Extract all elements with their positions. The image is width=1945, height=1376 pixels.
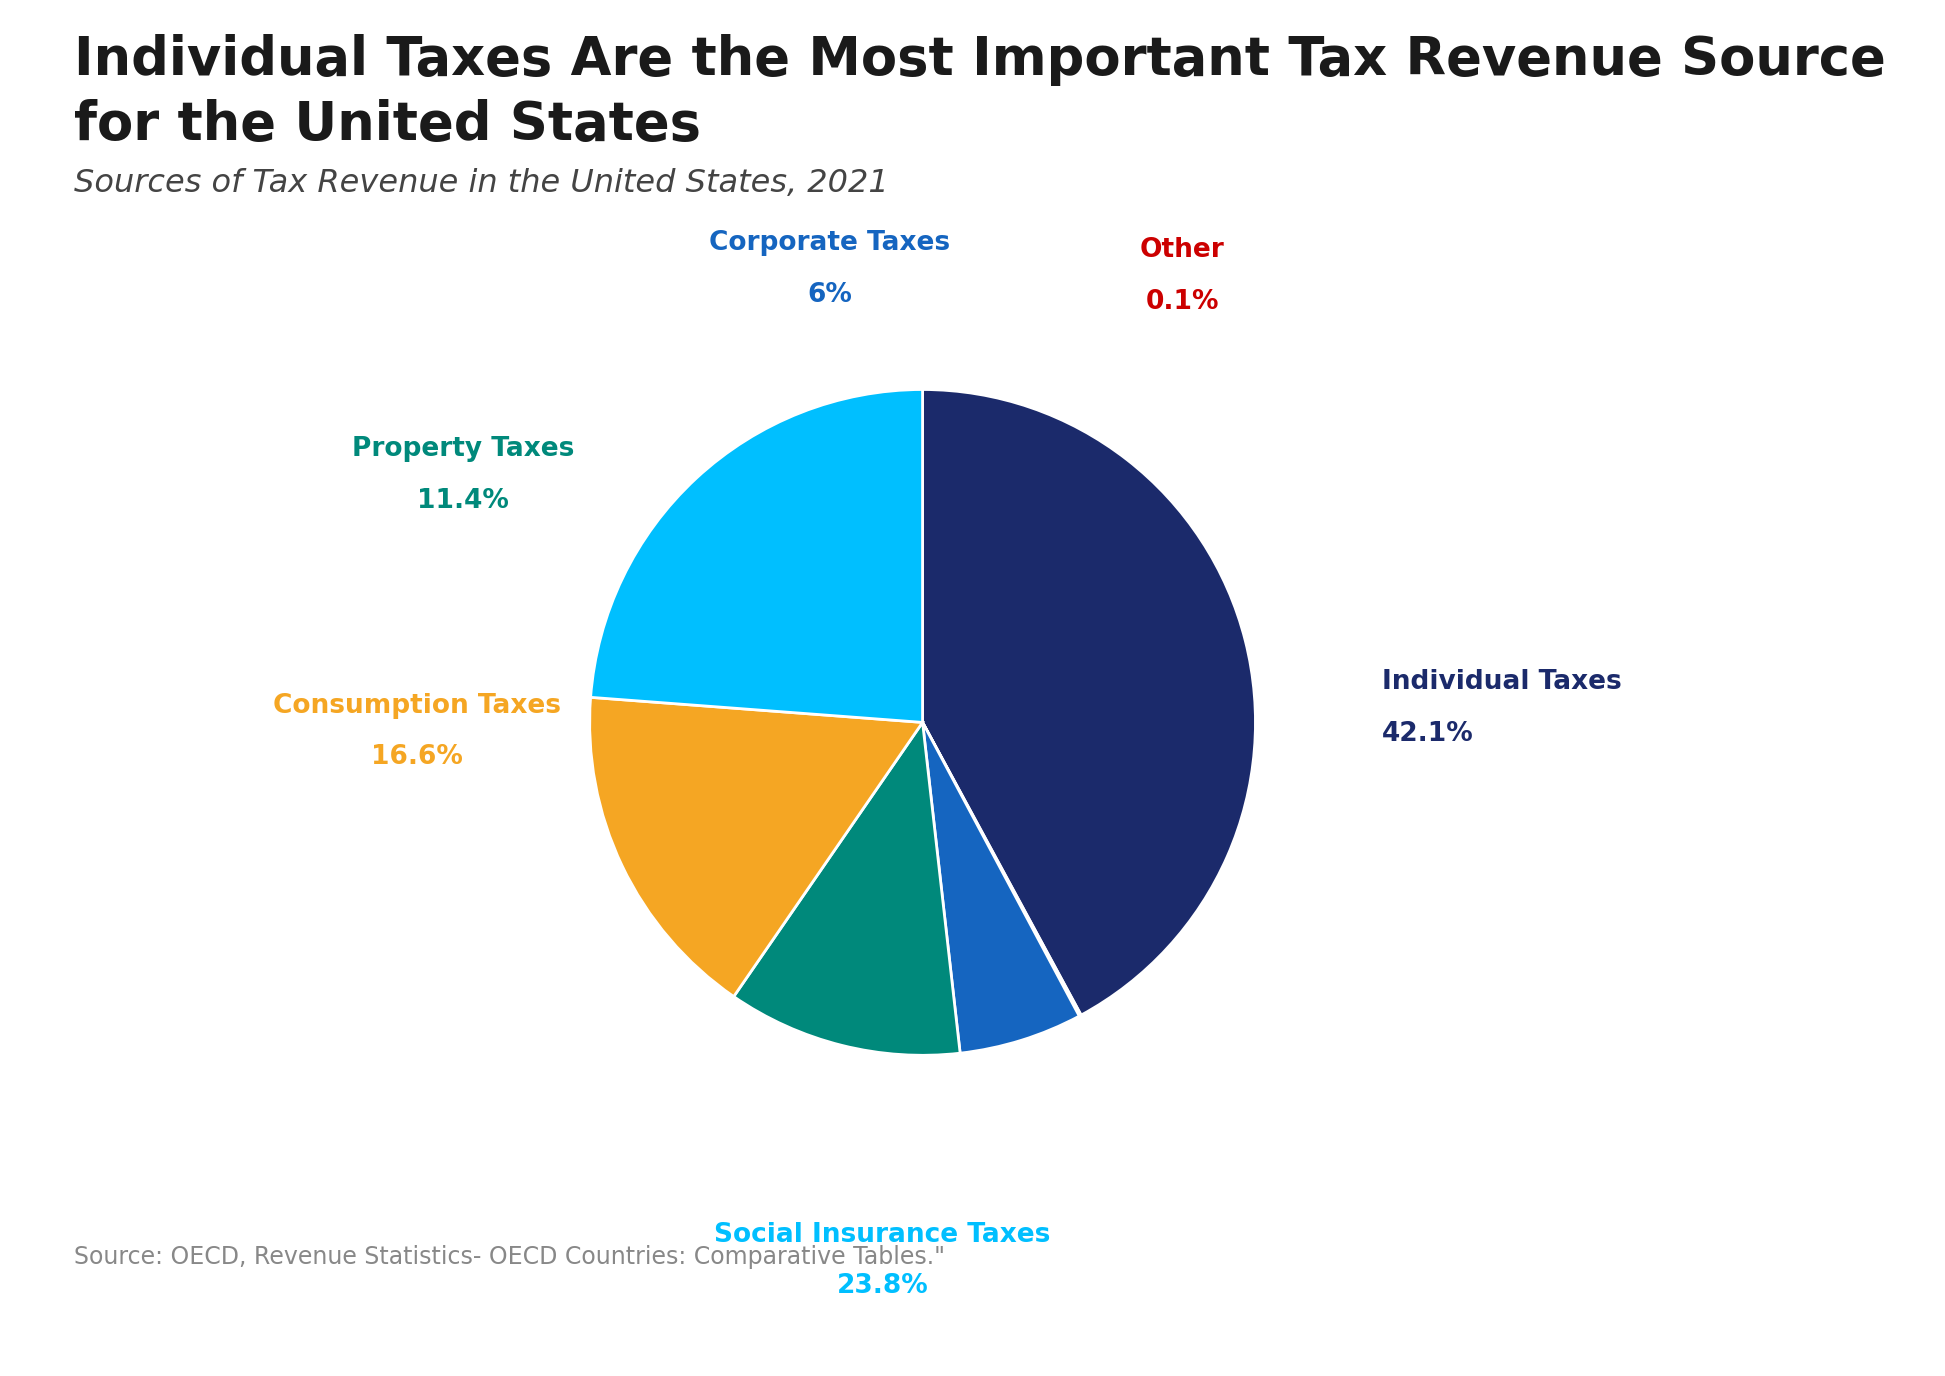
Text: Sources of Tax Revenue in the United States, 2021: Sources of Tax Revenue in the United Sta…: [74, 168, 889, 200]
Text: 0.1%: 0.1%: [1146, 289, 1220, 315]
Wedge shape: [922, 722, 1081, 1015]
Text: Property Taxes: Property Taxes: [352, 436, 574, 462]
Text: for the United States: for the United States: [74, 99, 700, 151]
Wedge shape: [589, 698, 922, 996]
Text: @TaxFoundation: @TaxFoundation: [1651, 1321, 1902, 1351]
Wedge shape: [733, 722, 961, 1055]
Wedge shape: [922, 389, 1255, 1015]
Text: 6%: 6%: [807, 282, 852, 308]
Wedge shape: [591, 389, 922, 722]
Text: Individual Taxes Are the Most Important Tax Revenue Source: Individual Taxes Are the Most Important …: [74, 34, 1885, 87]
Text: 23.8%: 23.8%: [836, 1273, 928, 1299]
Text: Other: Other: [1140, 237, 1225, 263]
Text: Social Insurance Taxes: Social Insurance Taxes: [714, 1222, 1050, 1248]
Wedge shape: [922, 722, 1079, 1053]
Text: Corporate Taxes: Corporate Taxes: [708, 230, 949, 256]
Text: 11.4%: 11.4%: [418, 488, 510, 515]
Text: Source: OECD, Revenue Statistics- OECD Countries: Comparative Tables.": Source: OECD, Revenue Statistics- OECD C…: [74, 1245, 945, 1269]
Text: 42.1%: 42.1%: [1383, 721, 1474, 747]
Text: Consumption Taxes: Consumption Taxes: [272, 692, 560, 718]
Text: TAX FOUNDATION: TAX FOUNDATION: [43, 1320, 375, 1353]
Text: 16.6%: 16.6%: [371, 744, 463, 771]
Text: Individual Taxes: Individual Taxes: [1383, 670, 1622, 695]
